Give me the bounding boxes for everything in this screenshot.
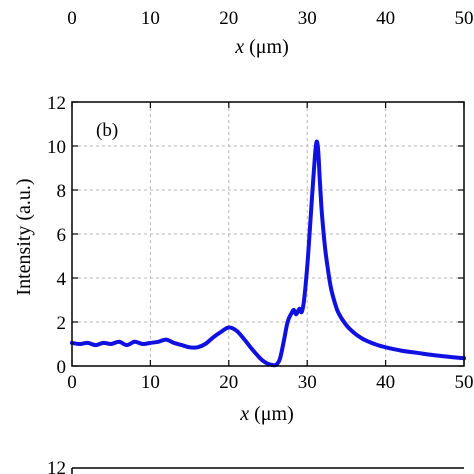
middle-panel: 0 10 20 30 40 50 0 2 4 6 8 10 12 (b) Intensity (a.u… [13, 93, 474, 425]
intensity-series-line [70, 139, 466, 368]
middle-y-tick-labels: 0 2 4 6 8 10 12 [47, 93, 67, 378]
middle-plot-frame [71, 101, 465, 367]
middle-x-tick-labels: 0 10 20 30 40 50 [67, 372, 473, 393]
middle-y-tick-label: 12 [47, 93, 66, 114]
middle-y-tick-label: 10 [47, 137, 66, 158]
top-x-tick-label: 10 [141, 8, 160, 29]
middle-tick-marks [71, 101, 465, 367]
top-x-axis-label: x (μm) [234, 36, 289, 58]
middle-x-tick-label: 0 [67, 372, 77, 393]
panel-label-b: (b) [96, 120, 118, 141]
middle-x-tick-label: 10 [141, 372, 160, 393]
middle-y-tick-label: 0 [57, 357, 67, 378]
top-x-tick-label: 30 [298, 8, 317, 29]
middle-y-axis-label: Intensity (a.u.) [13, 178, 35, 295]
middle-x-axis-var: x [239, 403, 249, 425]
top-x-tick-label: 0 [67, 8, 77, 29]
middle-y-tick-label: 2 [57, 313, 67, 334]
middle-x-tick-label: 50 [455, 372, 474, 393]
top-x-tick-label: 20 [219, 8, 238, 29]
middle-y-tick-label: 4 [57, 269, 67, 290]
top-x-tick-label: 50 [455, 8, 474, 29]
top-x-tick-label: 40 [376, 8, 395, 29]
middle-x-axis-unit: (μm) [249, 403, 294, 425]
middle-x-axis-label: x (μm) [239, 403, 294, 425]
middle-y-tick-label: 8 [57, 181, 67, 202]
middle-x-tick-label: 20 [219, 372, 238, 393]
middle-x-tick-label: 40 [376, 372, 395, 393]
middle-x-tick-label: 30 [298, 372, 317, 393]
bottom-y-tick-label: 12 [47, 458, 66, 474]
top-x-tick-labels: 0 10 20 30 40 50 [67, 8, 473, 29]
bottom-panel: 12 [47, 458, 464, 474]
middle-grid [72, 102, 464, 366]
top-x-axis-var: x [234, 36, 244, 58]
top-panel: 0 10 20 30 40 50 x (μm) [67, 8, 473, 58]
middle-y-tick-label: 6 [57, 225, 67, 246]
top-x-axis-unit: (μm) [244, 36, 289, 58]
